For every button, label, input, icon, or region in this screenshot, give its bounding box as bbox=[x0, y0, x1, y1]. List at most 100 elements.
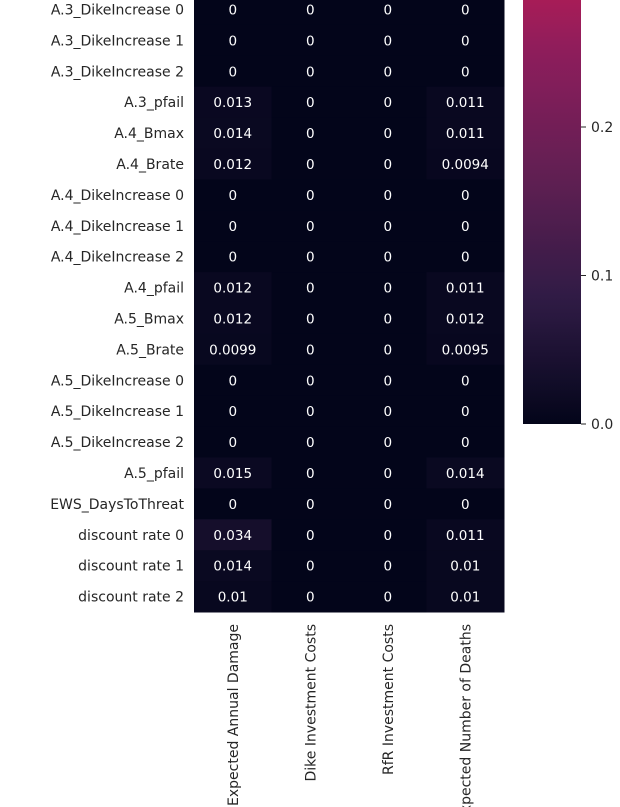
cell-value-label: 0 bbox=[228, 250, 237, 266]
cell-value-label: 0.015 bbox=[213, 466, 252, 482]
row-label: A.4_DikeIncrease 0 bbox=[51, 188, 184, 204]
row-label: A.4_DikeIncrease 2 bbox=[51, 250, 184, 266]
cell-value-label: 0 bbox=[306, 373, 315, 389]
heatmap-cell bbox=[194, 519, 272, 551]
heatmap-cell bbox=[194, 581, 272, 613]
cell-value-label: 0 bbox=[306, 188, 315, 204]
cell-value-label: 0.012 bbox=[213, 311, 252, 327]
heatmap-cell bbox=[426, 364, 505, 397]
cell-value-label: 0 bbox=[383, 497, 392, 513]
cell-value-label: 0 bbox=[383, 466, 392, 482]
cell-value-label: 0.014 bbox=[213, 126, 252, 142]
cell-value-label: 0 bbox=[306, 250, 315, 266]
heatmap-cell bbox=[426, 0, 505, 26]
cell-value-label: 0 bbox=[461, 219, 470, 235]
heatmap-cell bbox=[426, 24, 505, 57]
cell-value-label: 0 bbox=[383, 33, 392, 49]
heatmap-cell bbox=[271, 210, 350, 242]
cell-value-label: 0 bbox=[383, 528, 392, 544]
cell-value-label: 0 bbox=[228, 188, 237, 204]
cell-value-label: 0 bbox=[461, 250, 470, 266]
column-label: Dike Investment Costs bbox=[303, 624, 319, 782]
heatmap-cell bbox=[426, 519, 505, 551]
heatmap-cell bbox=[349, 179, 427, 211]
cell-value-label: 0 bbox=[461, 404, 470, 420]
heatmap-cell bbox=[194, 488, 272, 520]
row-label: A.5_Brate bbox=[116, 342, 184, 358]
cell-value-label: 0 bbox=[461, 497, 470, 513]
heatmap-cell bbox=[349, 519, 427, 551]
heatmap-cell bbox=[426, 333, 505, 366]
cell-value-label: 0.014 bbox=[446, 466, 485, 482]
cell-value-label: 0 bbox=[306, 126, 315, 142]
heatmap-cell bbox=[194, 117, 272, 149]
cell-value-label: 0 bbox=[306, 157, 315, 173]
column-label: Expected Number of Deaths bbox=[458, 624, 474, 807]
cell-value-label: 0 bbox=[383, 188, 392, 204]
cell-value-label: 0 bbox=[383, 435, 392, 451]
heatmap-cell bbox=[194, 179, 272, 211]
heatmap-cell bbox=[271, 241, 350, 273]
cell-value-label: 0 bbox=[306, 466, 315, 482]
heatmap-cell bbox=[349, 364, 427, 397]
cell-value-label: 0 bbox=[306, 2, 315, 18]
heatmap-cell bbox=[271, 272, 350, 304]
heatmap-cell bbox=[271, 55, 350, 88]
row-label: A.4_Brate bbox=[116, 157, 184, 173]
heatmap-cell bbox=[349, 210, 427, 242]
cell-value-label: 0 bbox=[461, 64, 470, 80]
cell-value-label: 0 bbox=[306, 435, 315, 451]
heatmap-cell bbox=[426, 395, 505, 428]
heatmap-cell bbox=[349, 24, 427, 57]
cell-value-label: 0 bbox=[228, 373, 237, 389]
cell-value-label: 0 bbox=[383, 559, 392, 575]
cell-value-label: 0.011 bbox=[446, 528, 485, 544]
cell-value-label: 0 bbox=[306, 95, 315, 111]
heatmap-cell bbox=[426, 241, 505, 273]
heatmap-cell bbox=[271, 581, 350, 613]
cell-value-label: 0.012 bbox=[446, 311, 485, 327]
cell-value-label: 0 bbox=[461, 188, 470, 204]
cell-value-label: 0 bbox=[306, 281, 315, 297]
colorbar-tick-label: 0.0 bbox=[591, 417, 613, 433]
cell-value-label: 0.01 bbox=[218, 590, 248, 606]
cell-value-label: 0 bbox=[306, 33, 315, 49]
cell-value-label: 0 bbox=[383, 157, 392, 173]
cell-value-label: 0 bbox=[306, 497, 315, 513]
cell-value-label: 0 bbox=[228, 2, 237, 18]
row-label: A.3_DikeIncrease 2 bbox=[51, 64, 184, 80]
cell-value-label: 0 bbox=[461, 33, 470, 49]
cell-value-label: 0 bbox=[383, 64, 392, 80]
heatmap-cell bbox=[194, 55, 272, 88]
cell-value-label: 0.012 bbox=[213, 157, 252, 173]
heatmap-cell bbox=[349, 0, 427, 26]
cell-value-label: 0.012 bbox=[213, 281, 252, 297]
heatmap-cell bbox=[426, 86, 505, 119]
row-label: A.4_Bmax bbox=[114, 126, 184, 142]
heatmap-cell bbox=[194, 148, 272, 180]
cell-value-label: 0 bbox=[228, 33, 237, 49]
heatmap-cell bbox=[349, 148, 427, 180]
cell-value-label: 0 bbox=[306, 590, 315, 606]
heatmap-cell bbox=[426, 272, 505, 304]
column-label: Expected Annual Damage bbox=[226, 624, 242, 806]
cell-value-label: 0 bbox=[383, 342, 392, 358]
cell-value-label: 0 bbox=[383, 590, 392, 606]
cell-value-label: 0 bbox=[383, 373, 392, 389]
cell-value-label: 0 bbox=[383, 126, 392, 142]
heatmap-cell bbox=[349, 333, 427, 366]
colorbar-tick-label: 0.1 bbox=[591, 269, 613, 285]
cell-value-label: 0.011 bbox=[446, 126, 485, 142]
cell-value-label: 0.013 bbox=[213, 95, 252, 111]
cell-value-label: 0 bbox=[461, 435, 470, 451]
cell-value-label: 0.011 bbox=[446, 281, 485, 297]
cell-value-label: 0 bbox=[228, 404, 237, 420]
heatmap-cell bbox=[271, 457, 350, 489]
cell-value-label: 0 bbox=[461, 2, 470, 18]
heatmap-cell bbox=[194, 457, 272, 489]
row-label: A.4_DikeIncrease 1 bbox=[51, 219, 184, 235]
heatmap-cell bbox=[426, 581, 505, 613]
row-label: discount rate 1 bbox=[78, 559, 184, 575]
heatmap-cell bbox=[426, 117, 505, 149]
